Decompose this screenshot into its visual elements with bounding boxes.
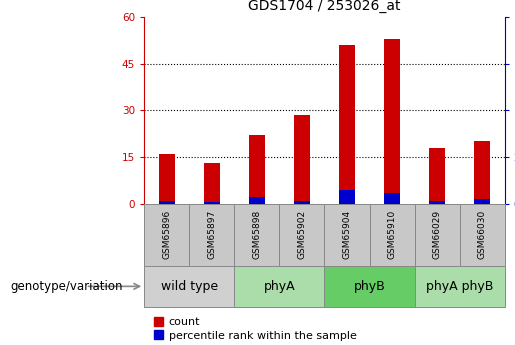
Bar	[280, 204, 324, 266]
Text: GSM66030: GSM66030	[478, 210, 487, 259]
Bar	[415, 204, 460, 266]
Bar	[339, 190, 355, 204]
Text: GSM66029: GSM66029	[433, 210, 441, 259]
Text: genotype/variation: genotype/variation	[10, 280, 123, 293]
Bar	[324, 204, 370, 266]
Text: GSM65897: GSM65897	[208, 210, 216, 259]
Bar	[144, 204, 190, 266]
Bar	[339, 45, 355, 204]
Bar	[324, 266, 415, 307]
Bar	[429, 148, 445, 204]
Bar	[234, 204, 280, 266]
Bar	[159, 154, 175, 204]
Text: GSM65910: GSM65910	[388, 210, 397, 259]
Text: phyB: phyB	[354, 280, 385, 293]
Bar	[415, 266, 505, 307]
Bar	[474, 141, 490, 204]
Legend: count, percentile rank within the sample: count, percentile rank within the sample	[150, 313, 361, 345]
Text: GSM65902: GSM65902	[298, 210, 306, 259]
Bar	[249, 197, 265, 204]
Bar	[460, 204, 505, 266]
Text: phyA: phyA	[264, 280, 295, 293]
Bar	[294, 115, 310, 204]
Bar	[159, 201, 175, 204]
Bar	[474, 199, 490, 204]
Bar	[234, 266, 324, 307]
Text: GSM65896: GSM65896	[162, 210, 171, 259]
Bar	[384, 39, 400, 204]
Bar	[144, 266, 234, 307]
Bar	[429, 201, 445, 204]
Bar	[384, 193, 400, 204]
Bar	[204, 202, 220, 204]
Bar	[249, 135, 265, 204]
Bar	[190, 204, 234, 266]
Text: phyA phyB: phyA phyB	[426, 280, 493, 293]
Text: GSM65898: GSM65898	[252, 210, 261, 259]
Text: GSM65904: GSM65904	[342, 210, 351, 259]
Bar	[370, 204, 415, 266]
Bar	[204, 163, 220, 204]
Title: GDS1704 / 253026_at: GDS1704 / 253026_at	[248, 0, 401, 13]
Text: wild type: wild type	[161, 280, 218, 293]
Bar	[294, 201, 310, 204]
